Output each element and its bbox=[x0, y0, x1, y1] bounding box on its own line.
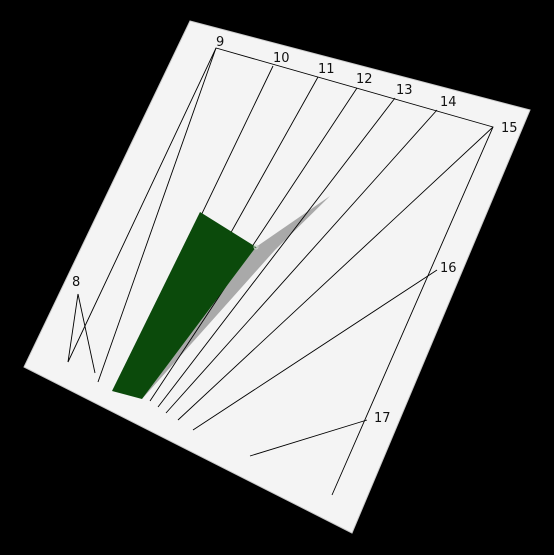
hour-label-10: 10 bbox=[273, 51, 290, 66]
dial-plate bbox=[23, 20, 531, 534]
hour-label-8: 8 bbox=[72, 275, 80, 290]
hour-label-9: 9 bbox=[216, 35, 224, 50]
hour-line-17 bbox=[249, 419, 368, 457]
hour-label-15: 15 bbox=[501, 121, 518, 136]
hour-line-8-a bbox=[67, 293, 79, 363]
hour-label-12: 12 bbox=[356, 72, 373, 87]
hour-line-9 bbox=[97, 47, 217, 383]
hour-line-8-b bbox=[77, 293, 96, 374]
hour-label-17: 17 bbox=[374, 411, 391, 426]
gnomon-tip bbox=[253, 244, 259, 250]
hour-line-13 bbox=[157, 97, 396, 408]
gnomon bbox=[112, 212, 256, 399]
hour-line-12 bbox=[149, 87, 358, 402]
hour-line-frame bbox=[67, 47, 494, 496]
hour-label-13: 13 bbox=[396, 83, 413, 98]
hour-label-11: 11 bbox=[318, 62, 335, 77]
hour-line-16 bbox=[192, 269, 438, 431]
hour-line-14 bbox=[165, 109, 438, 414]
hour-line-15 bbox=[177, 126, 494, 421]
hour-label-14: 14 bbox=[440, 95, 457, 110]
hour-label-16: 16 bbox=[440, 261, 457, 276]
